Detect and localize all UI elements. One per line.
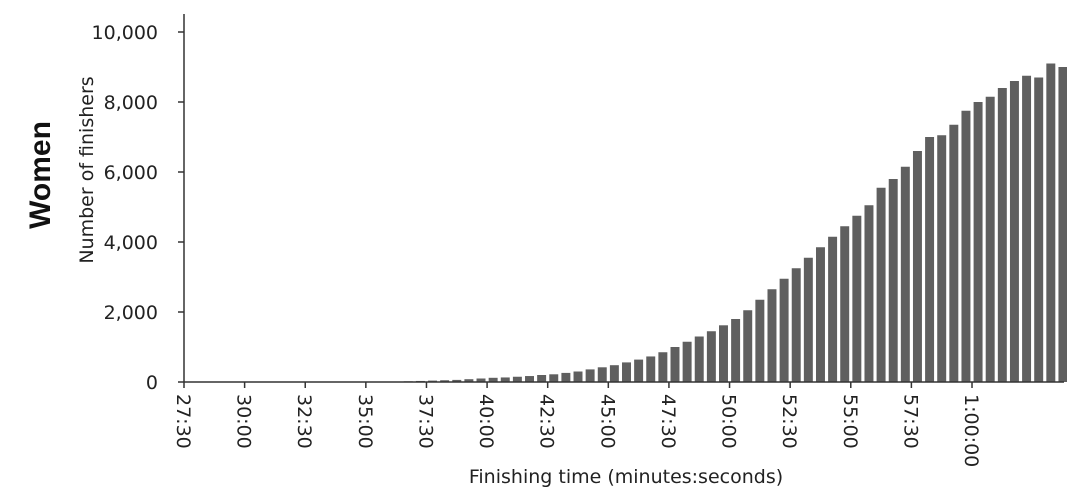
- y-tick-label: 10,000: [92, 22, 158, 44]
- x-tick-label: 52:30: [778, 394, 800, 449]
- bar: [1046, 63, 1056, 382]
- bar: [670, 347, 680, 382]
- bar: [573, 371, 583, 382]
- bar: [925, 137, 935, 382]
- bar: [1058, 67, 1067, 382]
- bar: [452, 379, 462, 382]
- x-tick-label: 47:30: [657, 394, 679, 449]
- x-tick-label: 32:30: [293, 394, 315, 449]
- bar: [876, 187, 886, 382]
- bar: [440, 380, 450, 382]
- bar: [622, 362, 631, 382]
- bar: [500, 377, 510, 382]
- y-axis-ticks: 0 2,000 4,000 6,000 8,000 10,000: [92, 22, 184, 394]
- x-tick-label: 45:00: [596, 394, 618, 449]
- bar: [937, 135, 947, 382]
- bar: [949, 124, 959, 382]
- bar: [791, 268, 801, 382]
- x-axis-ticks: 27:30 30:00 32:30 35:00 37:30 40:00 42:30 45:00…: [172, 382, 982, 467]
- y-tick-label: 0: [146, 372, 158, 394]
- y-tick-label: 4,000: [104, 232, 158, 254]
- bar: [840, 226, 850, 382]
- bar: [549, 374, 559, 382]
- bar: [1022, 75, 1032, 382]
- bar: [731, 319, 741, 382]
- x-tick-label: 42:30: [536, 394, 558, 449]
- x-tick-label: 35:00: [354, 394, 376, 449]
- x-axis-title: Finishing time (minutes:seconds): [469, 466, 783, 487]
- bar: [719, 325, 728, 382]
- y-axis-title: Number of finishers: [76, 76, 98, 263]
- bar: [743, 310, 753, 382]
- y-tick-label: 6,000: [104, 162, 158, 184]
- bar: [997, 88, 1007, 382]
- bar: [828, 236, 838, 382]
- x-tick-label: 40:00: [475, 394, 497, 449]
- bar: [682, 341, 692, 382]
- bar: [561, 372, 571, 382]
- bar: [609, 365, 619, 382]
- x-tick-label: 30:00: [233, 394, 255, 449]
- x-tick-label: 55:00: [839, 394, 861, 449]
- bar: [694, 336, 704, 382]
- bars-group: [185, 63, 1067, 382]
- x-tick-label: 1:00:00: [960, 394, 982, 467]
- y-tick-label: 8,000: [104, 92, 158, 114]
- bar: [961, 110, 971, 382]
- bar: [706, 331, 716, 382]
- x-tick-label: 50:00: [718, 394, 740, 449]
- bar: [597, 367, 607, 382]
- bar: [815, 247, 825, 382]
- x-tick-label: 27:30: [172, 394, 194, 449]
- bar: [585, 369, 595, 382]
- bar: [488, 377, 498, 382]
- bar: [912, 151, 922, 382]
- panel-title: Women: [24, 121, 57, 229]
- x-tick-label: 57:30: [899, 394, 921, 449]
- bar: [985, 96, 995, 382]
- bar: [852, 215, 862, 382]
- bar: [634, 359, 644, 382]
- bar: [803, 257, 813, 382]
- bar: [525, 376, 534, 382]
- bar: [779, 278, 789, 382]
- x-tick-label: 37:30: [414, 394, 436, 449]
- bar: [512, 376, 522, 382]
- bar: [1034, 77, 1044, 382]
- bar: [767, 289, 777, 382]
- bar: [755, 299, 765, 382]
- bar: [537, 375, 547, 382]
- bar: [658, 352, 668, 382]
- bar: [864, 205, 874, 382]
- bar: [646, 356, 656, 382]
- y-tick-label: 2,000: [104, 302, 158, 324]
- bar: [900, 166, 910, 382]
- bar: [1009, 81, 1019, 382]
- bar: [464, 379, 474, 382]
- bar: [476, 378, 486, 382]
- bar: [973, 102, 983, 382]
- bar: [888, 179, 898, 382]
